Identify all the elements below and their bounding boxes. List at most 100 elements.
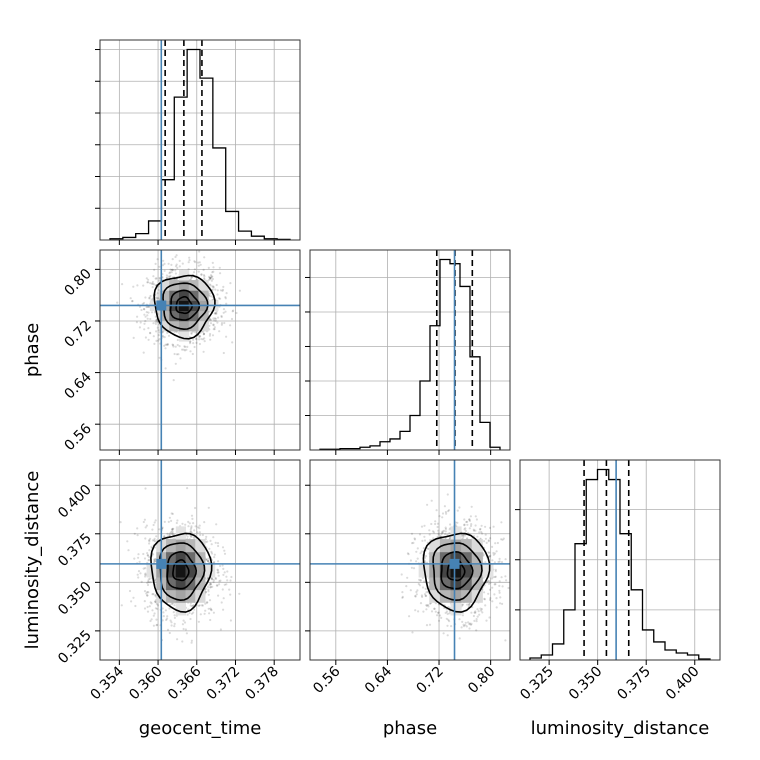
scatter-point — [422, 547, 425, 550]
scatter-point — [215, 584, 218, 587]
scatter-point — [484, 561, 487, 564]
scatter-point — [504, 639, 507, 642]
scatter-point — [206, 601, 209, 604]
histogram-bin — [430, 326, 440, 450]
scatter-point — [212, 611, 215, 614]
scatter-point — [136, 534, 139, 537]
scatter-point — [175, 263, 178, 266]
histogram-bin — [161, 180, 174, 240]
scatter-point — [198, 336, 201, 339]
scatter-point — [143, 313, 146, 316]
scatter-point — [428, 533, 431, 536]
scatter-point — [492, 553, 495, 556]
scatter-point — [492, 525, 495, 528]
x-axis-label-luminosity-distance: luminosity_distance — [531, 718, 710, 739]
scatter-point — [221, 564, 224, 567]
histogram-bin — [541, 655, 552, 660]
scatter-point — [168, 534, 171, 537]
scatter-point — [229, 579, 232, 582]
scatter-point — [432, 531, 436, 534]
scatter-point — [479, 527, 482, 531]
density-cell — [450, 602, 462, 616]
scatter-point — [409, 559, 412, 562]
scatter-point — [193, 268, 196, 271]
density-cell — [429, 551, 441, 565]
density-cell — [179, 269, 190, 281]
scatter-point — [475, 518, 478, 521]
scatter-point — [146, 281, 149, 284]
scatter-point — [174, 265, 178, 268]
scatter-point — [181, 623, 184, 626]
scatter-point — [445, 617, 448, 620]
scatter-point — [194, 337, 198, 340]
scatter-point — [198, 250, 201, 253]
scatter-point — [147, 311, 150, 314]
scatter-point — [187, 525, 190, 528]
scatter-point — [211, 285, 214, 288]
scatter-point — [209, 586, 212, 589]
scatter-point — [153, 560, 156, 563]
y-tick-label: 0.350 — [55, 579, 95, 619]
contour-line — [172, 559, 190, 582]
scatter-point — [417, 582, 420, 586]
scatter-point — [193, 345, 196, 349]
panel-frame — [309, 459, 511, 661]
scatter-point — [493, 552, 497, 555]
scatter-point — [207, 559, 210, 563]
scatter-point — [149, 317, 152, 321]
scatter-point — [176, 338, 179, 342]
scatter-point — [155, 319, 158, 322]
scatter-point — [496, 541, 499, 545]
density-cell — [195, 564, 206, 578]
scatter-point — [225, 575, 228, 578]
y-tick-label: 0.72 — [61, 317, 94, 350]
scatter-point — [456, 509, 459, 512]
scatter-point — [201, 338, 205, 341]
scatter-point — [480, 609, 483, 612]
scatter-point — [210, 609, 213, 612]
scatter-point — [190, 276, 193, 279]
scatter-point — [468, 627, 471, 630]
scatter-point — [214, 312, 217, 315]
scatter-point — [146, 581, 149, 585]
scatter-point — [210, 295, 213, 298]
scatter-point — [486, 580, 490, 583]
scatter-point — [190, 331, 193, 334]
scatter-point — [157, 329, 160, 332]
scatter-point — [423, 593, 427, 596]
scatter-point — [146, 314, 149, 317]
scatter-point — [209, 278, 212, 281]
scatter-point — [442, 529, 446, 532]
scatter-point — [144, 567, 147, 570]
scatter-point — [138, 560, 141, 564]
scatter-point — [184, 345, 187, 348]
scatter-point — [222, 573, 225, 577]
scatter-point — [172, 533, 175, 536]
scatter-point — [215, 283, 218, 287]
scatter-point — [200, 337, 203, 341]
x-tick-label: 0.360 — [126, 664, 166, 704]
scatter-point — [500, 576, 503, 579]
scatter-point — [440, 616, 443, 620]
scatter-point — [170, 533, 174, 536]
scatter-point — [218, 266, 221, 269]
x-tick-label: 0.375 — [614, 664, 654, 704]
scatter-point — [475, 618, 478, 621]
scatter-point — [171, 532, 174, 535]
scatter-point — [209, 539, 212, 543]
scatter-point — [163, 336, 166, 339]
scatter-point — [484, 604, 487, 607]
truth-marker — [156, 300, 167, 311]
scatter-point — [132, 596, 135, 599]
scatter-point — [219, 272, 222, 275]
density-cell — [450, 577, 462, 591]
scatter-point — [219, 628, 222, 631]
scatter-point — [409, 589, 412, 592]
histogram-bin — [390, 439, 400, 450]
scatter-point — [424, 587, 427, 591]
y-tick-label: 0.64 — [61, 369, 94, 402]
panel-frame — [99, 249, 301, 451]
scatter-point — [226, 579, 229, 582]
scatter-point — [172, 344, 175, 347]
scatter-point — [497, 560, 500, 564]
